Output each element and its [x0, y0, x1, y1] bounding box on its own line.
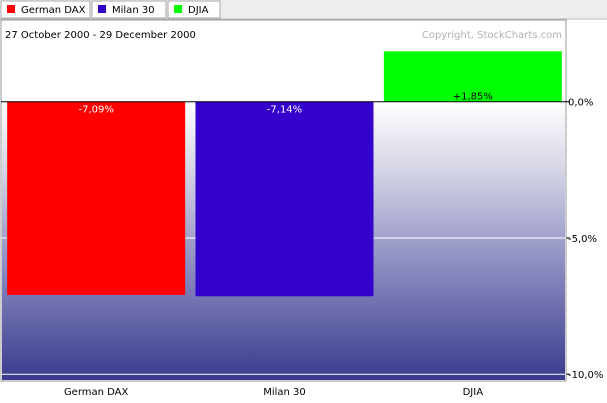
copyright-label: Copyright, StockCharts.com — [422, 30, 562, 41]
legend-tab[interactable] — [0, 0, 91, 19]
x-category-label: Milan 30 — [263, 387, 306, 398]
x-axis: German DAX Milan 30 DJIA — [64, 387, 483, 398]
plot-area: -7,09% -7,14% +1,85% — [0, 19, 567, 382]
bar-milan-30 — [195, 101, 374, 297]
y-tick-label: -10,0% — [568, 370, 603, 381]
date-range-label: 27 October 2000 - 29 December 2000 — [5, 30, 196, 41]
data-label: -7,09% — [78, 105, 113, 116]
legend-swatch — [174, 5, 182, 13]
bar-djia — [383, 51, 562, 102]
y-tick-label: 0,0% — [568, 98, 593, 109]
legend-label: Milan 30 — [112, 5, 155, 16]
legend: German DAX Milan 30 DJIA — [0, 0, 607, 20]
y-axis: 0,0% -5,0% -10,0% — [566, 98, 603, 381]
bar-german-dax — [7, 101, 186, 295]
data-label: -7,14% — [267, 105, 302, 116]
data-label: +1,85% — [453, 92, 493, 103]
legend-label: DJIA — [188, 5, 209, 16]
legend-tab[interactable] — [91, 0, 167, 19]
y-tick-label: -5,0% — [568, 234, 597, 245]
legend-label: German DAX — [21, 5, 86, 16]
legend-item[interactable]: Milan 30 — [91, 0, 167, 19]
legend-item[interactable]: German DAX — [0, 0, 91, 19]
x-category-label: DJIA — [463, 387, 484, 398]
x-category-label: German DAX — [64, 387, 129, 398]
legend-swatch — [7, 5, 15, 13]
legend-item[interactable]: DJIA — [167, 0, 221, 19]
legend-swatch — [98, 5, 106, 13]
